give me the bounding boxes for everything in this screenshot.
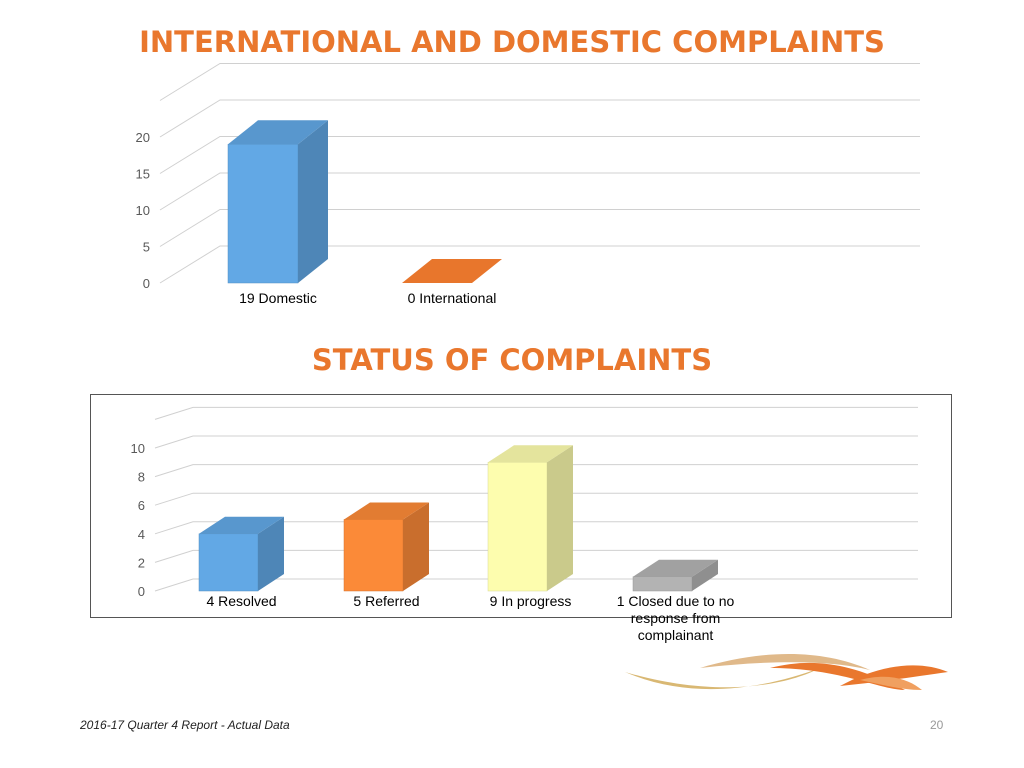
chart2-category-label: complainant xyxy=(638,627,714,643)
chart2-y-tick-label: 8 xyxy=(138,470,145,485)
chart2-bar xyxy=(632,559,718,592)
chart2-frame xyxy=(90,394,952,618)
chart2-bar xyxy=(343,502,429,592)
chart1-y-tick-label: 15 xyxy=(136,167,150,182)
page-number: 20 xyxy=(930,718,944,732)
chart1-y-tick-label: 20 xyxy=(136,130,150,145)
chart1-title: INTERNATIONAL AND DOMESTIC COMPLAINTS xyxy=(139,25,885,59)
chart2-y-tick-label: 4 xyxy=(138,527,145,542)
chart2-category-label: 1 Closed due to no xyxy=(617,593,735,609)
chart2-gridline xyxy=(154,492,918,506)
chart2-y-tick-label: 0 xyxy=(138,584,145,599)
chart1-gridline xyxy=(159,136,920,174)
chart1-bar xyxy=(227,120,328,284)
chart2-y-tick-label: 10 xyxy=(131,441,145,456)
chart2-category-label: response from xyxy=(631,610,720,626)
chart2-bar xyxy=(487,445,573,592)
chart2-y-tick-label: 2 xyxy=(138,555,145,570)
chart1-y-tick-label: 10 xyxy=(136,203,150,218)
chart2-y-tick-label: 6 xyxy=(138,498,145,513)
chart2-gridline xyxy=(154,521,918,535)
chart2-gridline xyxy=(154,406,918,420)
complaints-status-chart: 0 2 4 6 8 10 4 Resolved 5 Referred 9 In progress… xyxy=(131,406,918,643)
chart1-gridline xyxy=(159,99,920,138)
chart1-gridline xyxy=(159,63,920,101)
chart1-category-label: 19 Domestic xyxy=(239,290,317,306)
footer-note: 2016-17 Quarter 4 Report - Actual Data xyxy=(80,718,290,732)
chart2-gridline xyxy=(154,464,918,478)
chart1-gridline xyxy=(159,209,920,247)
chart1-category-label: 0 International xyxy=(408,290,497,306)
chart2-category-label: 9 In progress xyxy=(490,593,572,609)
chart2-title: STATUS OF COMPLAINTS xyxy=(311,343,713,377)
chart2-category-label: 5 Referred xyxy=(353,593,419,609)
chart1-gridline xyxy=(159,172,920,211)
chart2-bar xyxy=(198,516,284,592)
chart2-gridline xyxy=(154,549,918,563)
chart2-category-label: 4 Resolved xyxy=(206,593,276,609)
chart2-gridline xyxy=(154,435,918,449)
chart1-y-tick-label: 5 xyxy=(143,240,150,255)
complaints-origin-chart: 0 5 10 15 20 19 Domestic 0 International xyxy=(136,63,920,306)
chart1-gridline xyxy=(159,245,920,284)
chart1-y-tick-label: 0 xyxy=(143,276,150,291)
chart1-bar xyxy=(402,259,502,283)
